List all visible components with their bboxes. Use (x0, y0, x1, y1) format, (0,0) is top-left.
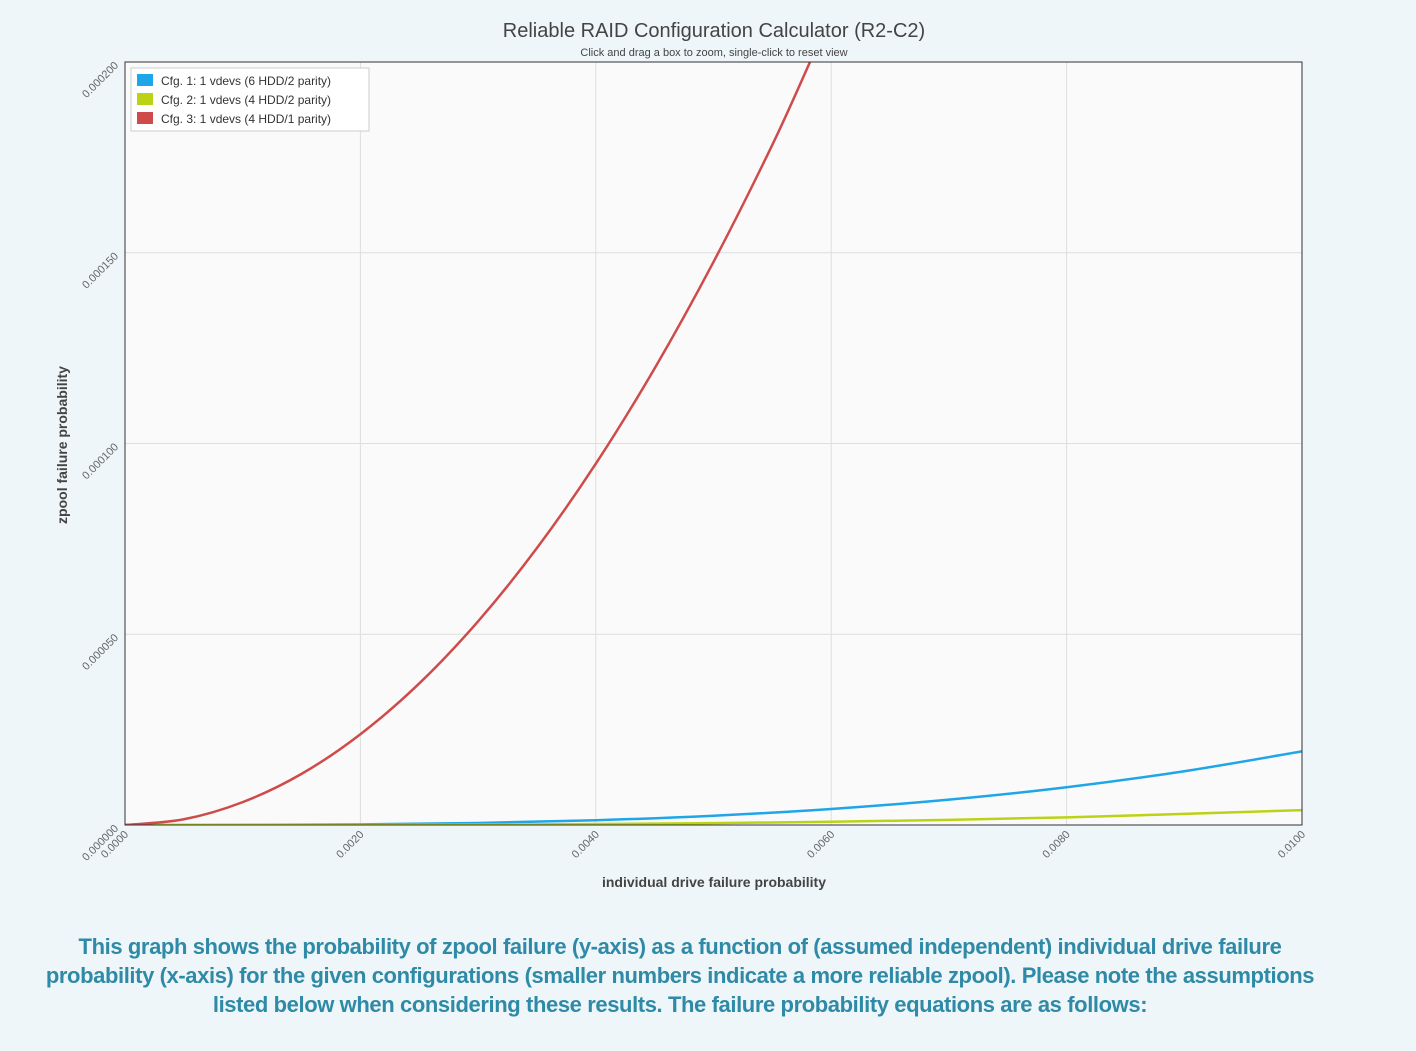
legend-entry: Cfg. 1: 1 vdevs (6 HDD/2 parity) (161, 74, 331, 88)
x-tick-label: 0.0060 (805, 829, 837, 861)
series-line-3[interactable] (125, 62, 812, 825)
x-tick-label: 0.0020 (334, 829, 366, 861)
plot-border (124, 61, 1303, 826)
chart-container[interactable]: 0.0000 0.0020 0.0040 0.0060 0.0080 0.0100 0.00… (0, 0, 1416, 910)
y-tick-label: 0.000050 (80, 632, 121, 673)
x-tick-label: 0.0080 (1040, 829, 1072, 861)
chart-subtitle: Click and drag a box to zoom, single-cli… (580, 47, 847, 59)
chart-description: This graph shows the probability of zpoo… (45, 934, 1315, 1017)
grid-lines (125, 62, 1302, 825)
legend-box (130, 67, 370, 132)
y-axis-label: zpool failure probability (54, 366, 70, 524)
chart-svg[interactable]: 0.0000 0.0020 0.0040 0.0060 0.0080 0.01000.00… (0, 0, 1416, 910)
legend-swatch (137, 93, 153, 105)
chart-title: Reliable RAID Configuration Calculator (… (503, 20, 925, 42)
y-tick-label: 0.000150 (80, 250, 121, 291)
y-tick-label: 0.000200 (80, 60, 121, 101)
x-tick-label: 0.0040 (570, 829, 602, 861)
legend-entry: Cfg. 3: 1 vdevs (4 HDD/1 parity) (161, 112, 331, 126)
legend-entry: Cfg. 2: 1 vdevs (4 HDD/2 parity) (161, 93, 331, 107)
legend: Cfg. 1: 1 vdevs (6 HDD/2 parity) Cfg. 2: … (130, 67, 370, 132)
y-tick-label: 0.000100 (80, 441, 121, 482)
x-axis-label: individual drive failure probability (602, 874, 826, 890)
legend-swatch (137, 74, 153, 86)
legend-swatch (137, 112, 153, 124)
x-tick-label: 0.0100 (1276, 829, 1308, 861)
